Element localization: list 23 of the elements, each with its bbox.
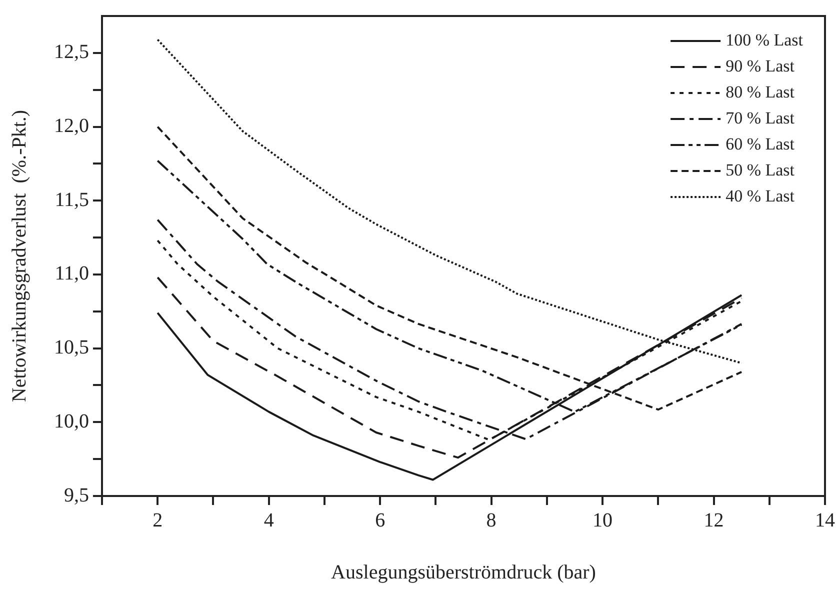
y-tick-label: 11,5 [54,188,89,211]
y-tick-label: 12,5 [54,41,89,64]
legend-label: 50 % Last [726,160,795,180]
x-tick-label: 12 [704,509,724,532]
x-tick-label: 6 [375,509,386,532]
x-tick-label: 2 [152,509,163,532]
y-tick-label: 12,0 [54,115,89,138]
legend-label: 70 % Last [726,108,795,128]
legend-label: 90 % Last [726,56,795,76]
legend-label: 40 % Last [726,186,795,206]
y-tick-label: 10,0 [54,410,89,432]
x-tick-label: 10 [592,509,613,532]
x-tick-label: 4 [264,509,274,532]
y-tick-label: 11,0 [54,262,89,285]
y-tick-label: 10,5 [54,336,89,359]
x-tick-label: 14 [815,509,835,532]
x-tick-label: 8 [486,509,496,532]
legend-label: 60 % Last [726,134,795,154]
legend-label: 80 % Last [726,82,795,102]
y-axis-title: Nettowirkungsgradverlust (%.-Pkt.) [8,110,30,402]
y-tick-label: 9,5 [64,484,89,506]
legend-label: 100 % Last [726,30,804,50]
x-axis-title: Auslegungsüberströmdruck (bar) [331,561,596,584]
